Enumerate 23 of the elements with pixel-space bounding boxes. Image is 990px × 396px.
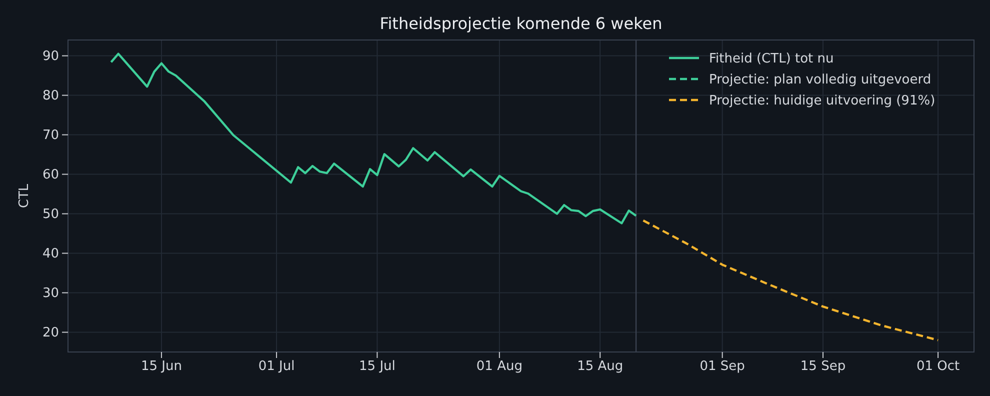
x-tick-label: 15 Sep — [800, 359, 846, 374]
legend-label: Projectie: huidige uitvoering (91%) — [709, 94, 936, 108]
y-tick-label: 60 — [42, 167, 59, 182]
y-tick-label: 50 — [42, 206, 59, 222]
x-tick-label: 15 Jun — [140, 359, 182, 374]
legend-label: Fitheid (CTL) tot nu — [709, 52, 834, 66]
x-tick-label: 15 Jul — [359, 359, 396, 374]
x-tick-label: 01 Jul — [258, 359, 295, 374]
y-axis-title: CTL — [17, 183, 32, 208]
x-tick-label: 01 Aug — [476, 359, 522, 374]
chart-title: Fitheidsprojectie komende 6 weken — [380, 14, 662, 33]
y-tick-label: 70 — [42, 128, 59, 143]
y-tick-label: 90 — [42, 48, 59, 64]
legend-label: Projectie: plan volledig uitgevoerd — [709, 72, 932, 88]
x-tick-label: 01 Oct — [916, 359, 960, 374]
y-tick-label: 80 — [42, 88, 59, 104]
y-tick-label: 40 — [42, 246, 59, 262]
line-series — [110, 52, 638, 224]
x-tick-label: 01 Sep — [700, 359, 745, 374]
y-tick-label: 30 — [42, 286, 59, 301]
line-series — [642, 219, 940, 342]
y-tick-label: 20 — [42, 325, 59, 340]
x-tick-label: 15 Aug — [577, 359, 624, 374]
